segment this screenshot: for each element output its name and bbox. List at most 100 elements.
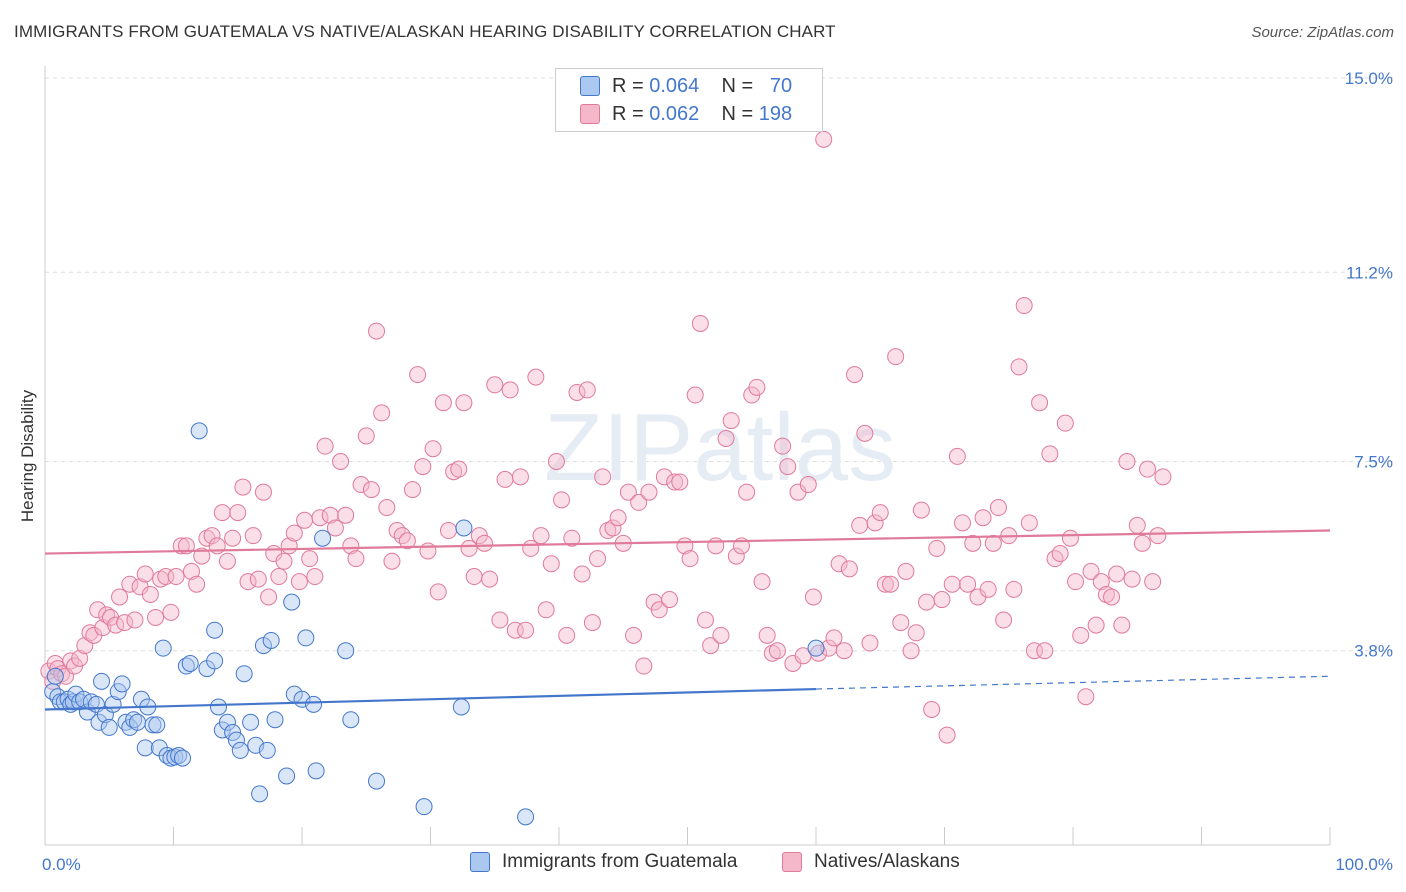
data-point	[445, 463, 463, 481]
data-point	[1097, 585, 1115, 603]
legend-r-value: 0.062	[649, 102, 700, 125]
data-point	[527, 368, 545, 386]
data-point	[727, 547, 745, 565]
data-point	[696, 611, 714, 629]
data-point	[290, 573, 308, 591]
data-point	[1061, 529, 1079, 547]
data-point	[1139, 460, 1157, 478]
data-point	[388, 522, 406, 540]
data-point	[923, 700, 941, 718]
data-point	[332, 453, 350, 470]
data-point	[235, 665, 253, 683]
data-point	[486, 376, 504, 394]
data-point	[419, 542, 437, 560]
data-point	[439, 522, 457, 540]
correlation-legend: R = 0.064 N = 70 R = 0.062 N = 198	[555, 68, 823, 132]
y-tick-label: 3.8%	[1354, 642, 1393, 661]
data-point	[305, 695, 323, 713]
data-point	[244, 527, 262, 545]
data-point	[46, 667, 64, 685]
data-point	[450, 460, 468, 478]
data-point	[455, 519, 473, 537]
data-point	[943, 575, 961, 593]
data-point	[190, 422, 208, 440]
data-point	[393, 527, 411, 545]
data-point	[753, 573, 771, 591]
data-point	[136, 565, 154, 583]
grid	[45, 77, 1395, 652]
legend-r-value: 0.064	[649, 74, 700, 97]
legend-label: Immigrants from Guatemala	[502, 851, 738, 872]
data-point	[144, 716, 162, 734]
data-point	[953, 514, 971, 532]
data-point	[154, 639, 172, 657]
data-point	[1118, 453, 1136, 470]
data-point	[206, 621, 224, 639]
trend-line-guatemala	[44, 687, 817, 711]
data-point	[964, 534, 982, 552]
data-point	[807, 639, 825, 657]
data-point	[517, 621, 535, 639]
data-point	[475, 534, 493, 552]
data-point	[1036, 642, 1054, 660]
data-point	[1025, 642, 1043, 660]
data-point	[912, 501, 930, 519]
legend-row-pink: R = 0.062 N = 198	[580, 101, 792, 127]
legend-n-label: N =	[721, 102, 754, 125]
data-point	[1128, 516, 1146, 534]
data-point	[224, 724, 242, 742]
data-point	[691, 314, 709, 332]
data-point	[774, 437, 792, 455]
legend-swatch-blue	[470, 852, 490, 872]
data-point	[804, 588, 822, 606]
source-label: Source: ZipAtlas.com	[1251, 24, 1394, 41]
data-point	[434, 394, 452, 412]
data-point	[511, 468, 529, 486]
data-point	[830, 555, 848, 573]
data-point	[227, 731, 245, 749]
data-point	[415, 798, 433, 816]
series-legend: Immigrants from Guatemala Natives/Alaska…	[0, 851, 1406, 877]
data-point	[206, 652, 224, 670]
data-point	[404, 481, 422, 499]
data-point	[630, 493, 648, 511]
chart-title: IMMIGRANTS FROM GUATEMALA VS NATIVE/ALAS…	[14, 22, 836, 41]
data-point	[1092, 573, 1110, 591]
data-point	[452, 698, 470, 716]
data-point	[825, 629, 843, 647]
data-point	[542, 555, 560, 573]
data-point	[1051, 545, 1069, 563]
data-point	[918, 593, 936, 611]
data-point	[173, 749, 191, 767]
data-point	[984, 534, 1002, 552]
data-point	[763, 644, 781, 662]
data-point	[815, 130, 833, 148]
data-point	[481, 570, 499, 588]
data-point	[314, 529, 332, 547]
data-point	[810, 644, 828, 662]
data-point	[1005, 580, 1023, 598]
data-point	[1067, 573, 1085, 591]
data-point	[619, 483, 637, 501]
y-axis-label: Hearing Disability	[18, 389, 37, 522]
data-point	[126, 611, 144, 629]
data-point	[121, 575, 139, 593]
data-point	[172, 537, 190, 555]
data-point	[262, 631, 280, 649]
data-point	[157, 568, 175, 586]
data-point	[337, 642, 355, 660]
data-point	[573, 565, 591, 583]
data-point	[871, 504, 889, 522]
data-point	[840, 560, 858, 578]
data-point	[1123, 570, 1141, 588]
data-point	[337, 506, 355, 524]
data-point	[398, 532, 416, 550]
data-point	[285, 524, 303, 542]
data-point	[275, 552, 293, 570]
data-point	[321, 506, 339, 524]
data-point	[378, 499, 396, 517]
data-point	[686, 386, 704, 404]
y-tick-label: 15.0%	[1345, 69, 1393, 88]
data-point	[496, 470, 514, 488]
